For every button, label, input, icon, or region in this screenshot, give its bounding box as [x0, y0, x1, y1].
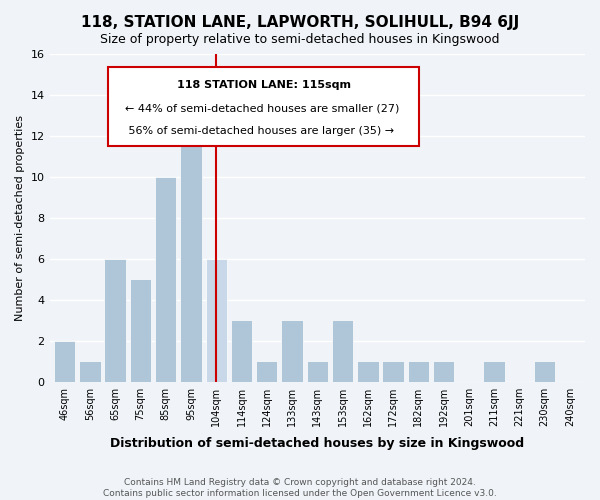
Bar	[256, 361, 277, 382]
Bar	[433, 361, 454, 382]
Bar	[206, 259, 227, 382]
Bar	[180, 116, 202, 382]
Bar	[534, 361, 556, 382]
Bar	[130, 280, 151, 382]
Bar	[155, 177, 176, 382]
Text: 118, STATION LANE, LAPWORTH, SOLIHULL, B94 6JJ: 118, STATION LANE, LAPWORTH, SOLIHULL, B…	[81, 15, 519, 30]
Text: Contains HM Land Registry data © Crown copyright and database right 2024.
Contai: Contains HM Land Registry data © Crown c…	[103, 478, 497, 498]
Bar	[79, 361, 101, 382]
Bar	[332, 320, 353, 382]
X-axis label: Distribution of semi-detached houses by size in Kingswood: Distribution of semi-detached houses by …	[110, 437, 524, 450]
Bar	[104, 259, 126, 382]
Y-axis label: Number of semi-detached properties: Number of semi-detached properties	[15, 115, 25, 321]
Bar	[484, 361, 505, 382]
Text: Size of property relative to semi-detached houses in Kingswood: Size of property relative to semi-detach…	[100, 32, 500, 46]
Bar	[281, 320, 303, 382]
Bar	[407, 361, 429, 382]
Bar	[231, 320, 252, 382]
Text: 56% of semi-detached houses are larger (35) →: 56% of semi-detached houses are larger (…	[125, 126, 394, 136]
Text: ← 44% of semi-detached houses are smaller (27): ← 44% of semi-detached houses are smalle…	[125, 103, 399, 113]
Bar	[54, 340, 76, 382]
Bar	[382, 361, 404, 382]
Bar	[307, 361, 328, 382]
FancyBboxPatch shape	[109, 67, 419, 146]
Text: 118 STATION LANE: 115sqm: 118 STATION LANE: 115sqm	[177, 80, 351, 90]
Bar	[357, 361, 379, 382]
